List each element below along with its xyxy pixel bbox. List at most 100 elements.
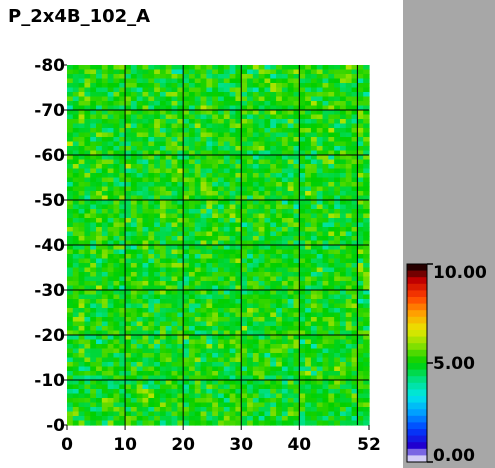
heatmap-cell <box>188 348 196 354</box>
heatmap-cell <box>293 407 300 413</box>
heatmap-cell <box>316 227 324 233</box>
heatmap-cell <box>310 380 318 386</box>
heatmap-cell <box>200 348 207 354</box>
heatmap-cell <box>67 375 74 381</box>
heatmap-cell <box>183 411 190 417</box>
heatmap-cell <box>252 389 260 395</box>
heatmap-cell <box>218 87 225 93</box>
heatmap-cell <box>264 159 271 165</box>
heatmap-cell <box>322 168 329 174</box>
heatmap-cell <box>177 209 184 215</box>
heatmap-cell <box>235 132 242 138</box>
heatmap-cell <box>345 411 353 417</box>
heatmap-cell <box>305 177 312 183</box>
heatmap-cell <box>363 150 370 156</box>
heatmap-cell <box>90 159 97 165</box>
heatmap-cell <box>316 371 324 377</box>
heatmap-cell <box>101 281 109 287</box>
heatmap-cell <box>130 393 138 399</box>
heatmap-cell <box>101 200 109 206</box>
heatmap-cell <box>363 155 370 161</box>
heatmap-cell <box>310 83 318 89</box>
heatmap-cell <box>96 344 103 350</box>
heatmap-cell <box>177 123 184 129</box>
heatmap-cell <box>241 78 248 84</box>
heatmap-cell <box>258 168 266 174</box>
heatmap-cell <box>130 119 138 125</box>
heatmap-cell <box>351 407 358 413</box>
heatmap-cell <box>188 281 196 287</box>
heatmap-cell <box>247 389 254 395</box>
heatmap-cell <box>142 348 149 354</box>
heatmap-cell <box>351 357 358 363</box>
heatmap-cell <box>363 240 370 246</box>
heatmap-cell <box>258 290 266 296</box>
heatmap-cell <box>270 384 277 390</box>
heatmap-cell <box>345 308 353 314</box>
heatmap-cell <box>363 326 370 332</box>
heatmap-cell <box>305 380 312 386</box>
heatmap-cell <box>142 186 149 192</box>
heatmap-cell <box>90 209 97 215</box>
heatmap-cell <box>177 344 184 350</box>
heatmap-cell <box>252 312 260 318</box>
heatmap-cell <box>119 119 126 125</box>
heatmap-cell <box>270 96 277 102</box>
heatmap-cell <box>183 236 190 242</box>
heatmap-cell <box>310 105 318 111</box>
heatmap-cell <box>212 362 219 368</box>
heatmap-cell <box>154 78 161 84</box>
heatmap-cell <box>84 168 91 174</box>
heatmap-cell <box>293 393 300 399</box>
heatmap-cell <box>328 362 335 368</box>
heatmap-cell <box>264 204 271 210</box>
heatmap-cell <box>154 281 161 287</box>
heatmap-cell <box>206 245 213 251</box>
heatmap-cell <box>183 209 190 215</box>
heatmap-cell <box>351 83 358 89</box>
heatmap-cell <box>270 312 277 318</box>
heatmap-cell <box>218 249 225 255</box>
heatmap-cell <box>194 254 202 260</box>
heatmap-cell <box>299 344 306 350</box>
heatmap-cell <box>218 101 225 107</box>
heatmap-cell <box>258 231 266 237</box>
heatmap-cell <box>334 177 341 183</box>
heatmap-cell <box>154 191 161 197</box>
heatmap-cell <box>183 141 190 147</box>
heatmap-cell <box>113 321 120 327</box>
heatmap-cell <box>113 146 120 152</box>
heatmap-cell <box>67 344 74 350</box>
heatmap-cell <box>345 326 353 332</box>
heatmap-cell <box>241 281 248 287</box>
heatmap-cell <box>183 155 190 161</box>
heatmap-cell <box>235 353 242 359</box>
heatmap-cell <box>159 416 167 422</box>
heatmap-cell <box>107 65 115 71</box>
heatmap-cell <box>177 177 184 183</box>
heatmap-cell <box>223 335 231 341</box>
heatmap-cell <box>101 204 109 210</box>
heatmap-cell <box>293 137 300 143</box>
heatmap-cell <box>171 380 178 386</box>
heatmap-cell <box>165 240 173 246</box>
heatmap-cell <box>258 137 266 143</box>
colorbar-segment <box>407 376 427 384</box>
heatmap-cell <box>305 353 312 359</box>
heatmap-cell <box>165 209 173 215</box>
heatmap-cell <box>177 182 184 188</box>
heatmap-cell <box>258 326 266 332</box>
heatmap-cell <box>229 222 237 228</box>
heatmap-cell <box>130 402 138 408</box>
heatmap-cell <box>72 128 80 134</box>
heatmap-cell <box>142 362 149 368</box>
colorbar-label: 5.00 <box>433 354 475 374</box>
heatmap-cell <box>96 114 103 120</box>
heatmap-cell <box>218 258 225 264</box>
heatmap-cell <box>293 213 300 219</box>
heatmap-cell <box>258 281 266 287</box>
heatmap-cell <box>235 312 242 318</box>
heatmap-cell <box>264 74 271 80</box>
heatmap-cell <box>264 375 271 381</box>
heatmap-cell <box>293 132 300 138</box>
